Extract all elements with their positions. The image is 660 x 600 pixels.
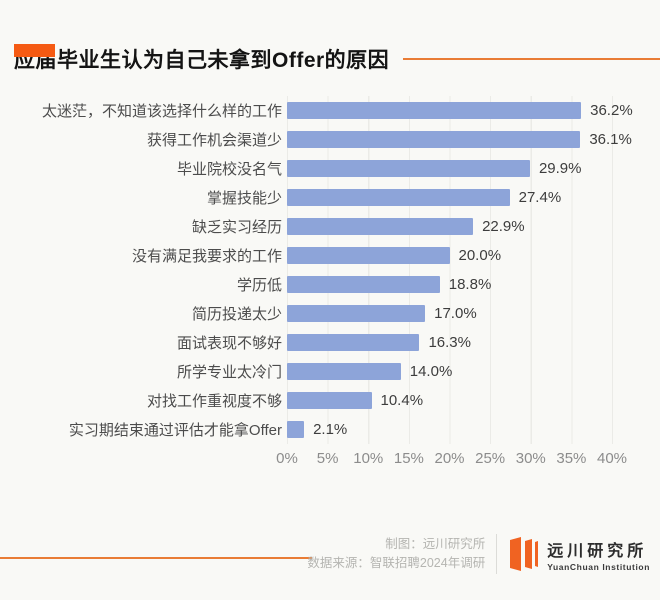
category-label: 面试表现不够好 xyxy=(176,335,282,352)
value-label: 17.0% xyxy=(434,305,477,322)
bar xyxy=(287,392,372,409)
chart-row: 学历低 18.8% xyxy=(0,270,660,299)
bar-track: 18.8% xyxy=(287,270,660,299)
category-label: 实习期结束通过评估才能拿Offer xyxy=(68,422,282,439)
category-label: 学历低 xyxy=(236,277,282,294)
bar xyxy=(287,189,510,206)
x-axis-tick: 35% xyxy=(556,450,587,467)
value-label: 22.9% xyxy=(482,218,525,235)
value-label: 18.8% xyxy=(448,276,492,293)
bar xyxy=(287,131,581,148)
logo-text: 远川研究所 YuanChuan Institution xyxy=(547,537,650,572)
bar-track: 36.2% xyxy=(287,96,660,125)
category-label: 简历投递太少 xyxy=(191,306,282,323)
chart-row: 所学专业太冷门 14.0% xyxy=(0,357,660,386)
credit-author: 制图：远川研究所 xyxy=(385,536,486,551)
category-label: 所学专业太冷门 xyxy=(176,364,282,381)
chart-row: 对找工作重视度不够 10.4% xyxy=(0,386,660,415)
title-row: 应届毕业生认为自己未拿到Offer的原因 xyxy=(0,44,660,74)
value-label: 36.2% xyxy=(590,102,633,119)
bar xyxy=(287,421,305,438)
bar xyxy=(287,363,401,380)
title-decor-line xyxy=(403,58,660,60)
footer-divider xyxy=(496,534,498,574)
category-label: 缺乏实习经历 xyxy=(191,219,282,236)
bar-track: 16.3% xyxy=(287,328,660,357)
bar-track: 20.0% xyxy=(287,241,660,270)
category-label: 毕业院校没名气 xyxy=(176,161,282,178)
bar-track: 2.1% xyxy=(287,415,660,444)
x-axis-tick: 25% xyxy=(475,450,506,467)
bar-track: 17.0% xyxy=(287,299,660,328)
chart-row: 简历投递太少 17.0% xyxy=(0,299,660,328)
bar xyxy=(287,247,450,264)
value-label: 29.9% xyxy=(538,160,582,177)
value-label: 36.1% xyxy=(589,131,632,148)
brand-accent-square xyxy=(14,44,55,57)
x-axis-tick: 40% xyxy=(596,450,628,467)
x-axis-tick: 10% xyxy=(353,450,384,467)
x-axis-tick: 0% xyxy=(276,450,298,467)
bar xyxy=(287,102,582,119)
bar-track: 14.0% xyxy=(287,357,660,386)
bar-track: 22.9% xyxy=(287,212,660,241)
x-axis-tick: 15% xyxy=(393,450,424,467)
chart-row: 毕业院校没名气 29.9% xyxy=(0,154,660,183)
logo-name-en: YuanChuan Institution xyxy=(547,561,650,572)
bar-track: 10.4% xyxy=(287,386,660,415)
bar xyxy=(287,218,474,235)
category-label: 获得工作机会渠道少 xyxy=(146,132,282,149)
value-label: 16.3% xyxy=(428,334,471,351)
chart-row: 没有满足我要求的工作 20.0% xyxy=(0,241,660,270)
yuanchuan-logo: 远川研究所 YuanChuan Institution xyxy=(509,536,660,572)
bar-chart: 太迷茫，不知道该选择什么样的工作 36.2% 获得工作机会渠道少 36.1% 毕业院校没… xyxy=(0,96,660,444)
chart-row: 太迷茫，不知道该选择什么样的工作 36.2% xyxy=(0,96,660,125)
value-label: 14.0% xyxy=(409,363,453,380)
logo-bars-icon xyxy=(510,537,539,571)
bar xyxy=(287,276,440,293)
chart-row: 获得工作机会渠道少 36.1% xyxy=(0,125,660,154)
bar-track: 36.1% xyxy=(287,125,660,154)
x-axis-tick: 20% xyxy=(434,450,465,467)
value-label: 10.4% xyxy=(380,392,424,409)
category-label: 没有满足我要求的工作 xyxy=(131,248,282,265)
value-label: 27.4% xyxy=(518,189,562,206)
value-label: 2.1% xyxy=(313,421,348,438)
chart-row: 实习期结束通过评估才能拿Offer 2.1% xyxy=(0,415,660,444)
x-axis-tick: 30% xyxy=(515,450,546,467)
page-title: 应届毕业生认为自己未拿到Offer的原因 xyxy=(14,49,390,72)
value-label: 20.0% xyxy=(458,247,502,264)
chart-row: 缺乏实习经历 22.9% xyxy=(0,212,660,241)
category-label: 太迷茫，不知道该选择什么样的工作 xyxy=(41,103,282,120)
category-label: 掌握技能少 xyxy=(206,190,282,207)
chart-row: 面试表现不够好 16.3% xyxy=(0,328,660,357)
category-label: 对找工作重视度不够 xyxy=(146,393,282,410)
bar-track: 27.4% xyxy=(287,183,660,212)
x-axis: 0% 5% 10% 15% 20% 25% 30% 35% 40% xyxy=(276,450,660,472)
credit-source: 数据来源：智联招聘2024年调研 xyxy=(307,556,486,570)
bar xyxy=(287,305,426,322)
x-axis-tick: 5% xyxy=(316,450,339,467)
bar xyxy=(287,160,530,177)
credits: 制图：远川研究所 数据来源：智联招聘2024年调研 xyxy=(307,535,485,574)
chart-row: 掌握技能少 27.4% xyxy=(0,183,660,212)
bar xyxy=(287,334,420,351)
logo-name-cn: 远川研究所 xyxy=(547,542,648,560)
bar-track: 29.9% xyxy=(287,154,660,183)
footer: 制图：远川研究所 数据来源：智联招聘2024年调研 远川研究所 YuanChua… xyxy=(307,534,660,574)
footer-decor-line xyxy=(0,557,312,559)
